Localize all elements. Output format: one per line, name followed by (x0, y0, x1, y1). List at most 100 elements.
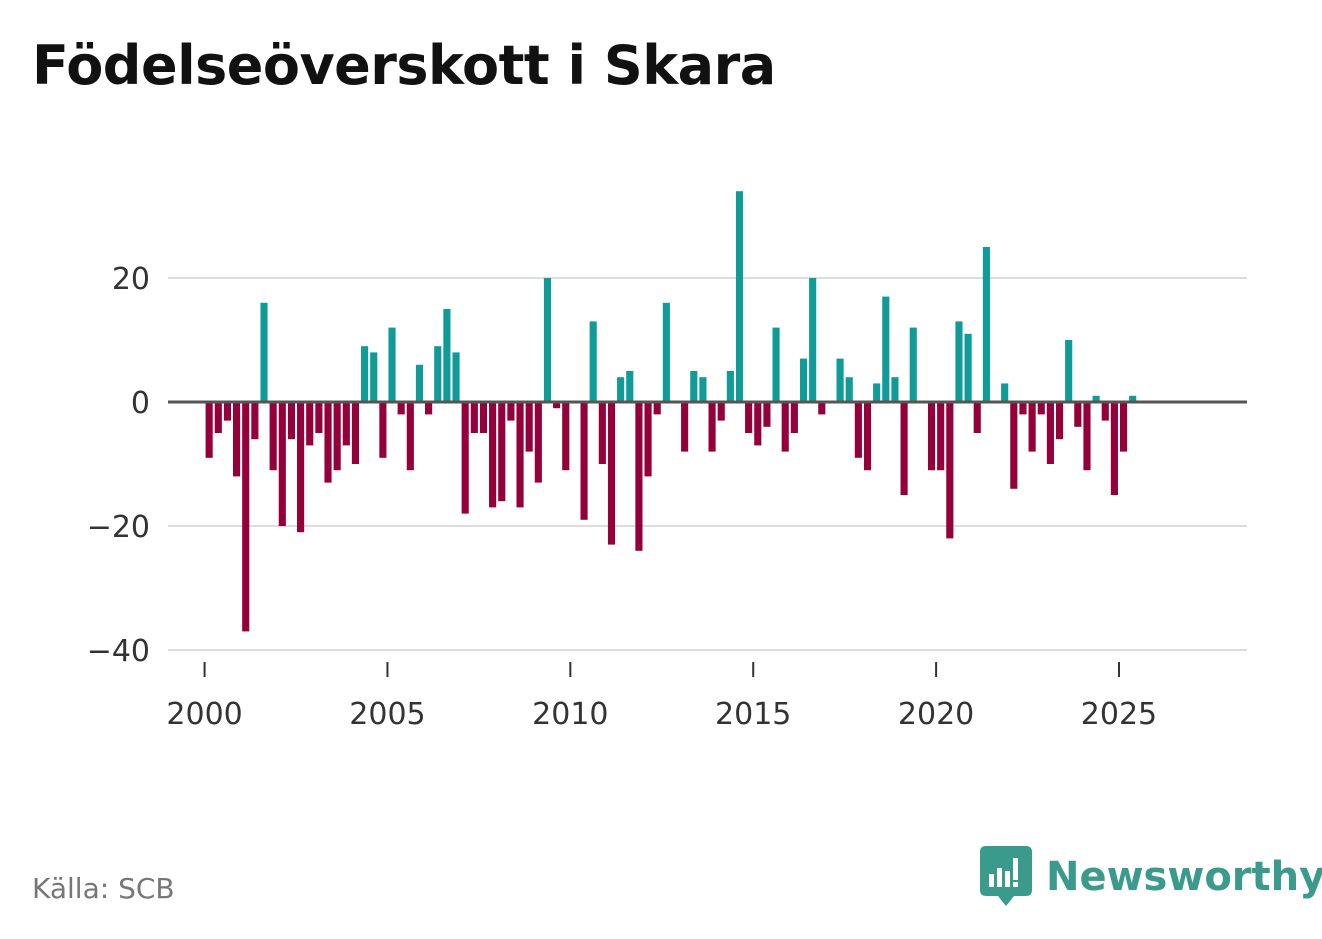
bar-positive (836, 358, 844, 402)
bar-negative (479, 402, 488, 433)
bar-negative (635, 402, 643, 551)
bar-positive (809, 278, 817, 402)
bar-negative (351, 402, 360, 464)
bar-negative (233, 402, 241, 477)
bar-negative (534, 402, 542, 483)
bar-negative (516, 402, 524, 508)
bar-negative (333, 402, 341, 471)
bar-negative (854, 402, 862, 458)
bar-positive (443, 309, 451, 402)
bar-negative (790, 402, 798, 433)
bar-negative (818, 402, 826, 415)
bar-negative (1083, 402, 1091, 471)
x-tick-label: 2005 (349, 697, 425, 732)
bar-positive (982, 247, 990, 402)
bar-negative (1010, 402, 1018, 489)
bar-negative (863, 402, 872, 471)
bar-negative (681, 402, 689, 452)
bar-positive (891, 377, 899, 402)
bar-negative (754, 402, 762, 446)
bar-negative (397, 402, 405, 415)
x-axis: 2000 2005 2010 2015 2020 2025 (166, 662, 1157, 732)
source-note: Källa: SCB (32, 872, 175, 905)
x-tick-label: 2000 (166, 697, 242, 732)
bar-positive (589, 321, 597, 402)
bar-negative (973, 402, 981, 433)
bar-positive (415, 364, 424, 402)
bar-positive (726, 371, 734, 402)
bar-negative (717, 402, 725, 421)
newsworthy-logo: Newsworthy (980, 846, 1322, 908)
bar-positive (1065, 340, 1073, 402)
bar-negative (580, 402, 588, 520)
bar-positive (690, 371, 698, 402)
bar-negative (470, 402, 478, 433)
bar-negative (1055, 402, 1064, 440)
bar-negative (489, 402, 497, 508)
bar-negative (342, 402, 350, 446)
bar-negative (379, 402, 387, 458)
bar-positive (873, 383, 881, 402)
chart-title: Födelseöverskott i Skara (32, 34, 776, 97)
bar-series (205, 191, 1137, 632)
bar-positive (735, 191, 744, 402)
bar-positive (699, 377, 707, 402)
x-tick-label: 2020 (898, 697, 974, 732)
bar-positive (955, 321, 963, 402)
bar-negative (937, 402, 945, 471)
bar-negative (1119, 402, 1128, 452)
bar-negative (461, 402, 469, 514)
bar-negative (205, 402, 213, 458)
bar-positive (964, 333, 972, 402)
bar-negative (406, 402, 414, 471)
bar-negative (278, 402, 286, 526)
bar-positive (452, 352, 460, 402)
bar-negative (214, 402, 222, 433)
bar-positive (260, 302, 268, 402)
bar-positive (370, 352, 378, 402)
newsworthy-logo-icon (980, 846, 1032, 906)
bar-negative (223, 402, 231, 421)
bar-negative (1101, 402, 1109, 421)
brand-name: Newsworthy (1046, 854, 1322, 900)
bar-negative (598, 402, 606, 464)
bar-negative (644, 402, 652, 477)
y-axis: 20 0 −20 −40 (87, 262, 150, 669)
bar-positive (1092, 395, 1100, 402)
gridlines (168, 277, 1247, 651)
y-tick-label: −20 (87, 510, 150, 545)
bar-negative (287, 402, 296, 440)
bar-negative (1046, 402, 1054, 464)
bar-negative (745, 402, 753, 433)
bar-negative (425, 402, 433, 415)
bar-positive (1001, 383, 1009, 402)
bar-negative (927, 402, 936, 471)
bar-positive (617, 377, 625, 402)
bar-positive (388, 327, 396, 402)
bar-negative (763, 402, 771, 427)
bar-negative (507, 402, 515, 421)
bar-positive (626, 371, 634, 402)
bar-negative (781, 402, 789, 452)
bar-positive (772, 327, 780, 402)
bar-positive (799, 358, 808, 402)
bar-negative (553, 402, 561, 409)
bar-negative (498, 402, 506, 502)
bar-negative (306, 402, 314, 446)
bar-negative (242, 402, 250, 632)
bar-negative (1037, 402, 1045, 415)
x-tick-label: 2015 (715, 697, 791, 732)
bar-negative (324, 402, 332, 483)
bar-negative (1110, 402, 1118, 495)
bar-negative (297, 402, 305, 533)
bar-positive (909, 327, 917, 402)
bar-positive (361, 346, 369, 402)
bar-negative (653, 402, 661, 415)
bar-negative (708, 402, 716, 452)
bar-negative (946, 402, 954, 539)
bar-negative (607, 402, 616, 545)
x-tick-label: 2010 (532, 697, 608, 732)
bar-positive (434, 346, 442, 402)
y-tick-label: −40 (87, 634, 150, 669)
bar-negative (1028, 402, 1036, 452)
